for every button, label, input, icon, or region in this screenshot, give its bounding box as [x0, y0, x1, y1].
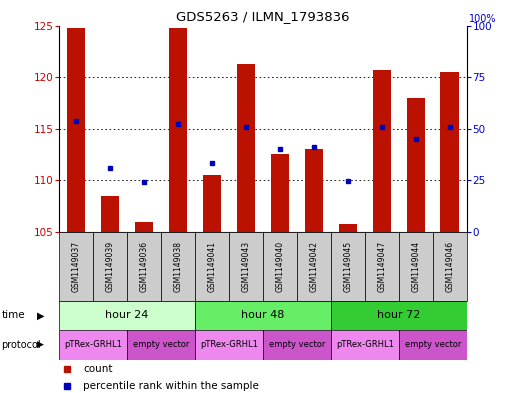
Text: pTRex-GRHL1: pTRex-GRHL1: [336, 340, 394, 349]
Bar: [331, 330, 399, 360]
Bar: [127, 330, 195, 360]
Text: GSM1149036: GSM1149036: [140, 241, 148, 292]
Text: hour 72: hour 72: [377, 310, 421, 320]
Text: protocol: protocol: [2, 340, 41, 350]
Text: hour 24: hour 24: [105, 310, 149, 320]
Text: time: time: [2, 310, 25, 320]
Text: empty vector: empty vector: [405, 340, 461, 349]
Text: empty vector: empty vector: [133, 340, 189, 349]
Text: GSM1149038: GSM1149038: [173, 241, 183, 292]
Bar: [297, 232, 331, 301]
Bar: [195, 301, 331, 330]
Text: GSM1149040: GSM1149040: [275, 241, 284, 292]
Bar: [270, 154, 289, 232]
Text: pTRex-GRHL1: pTRex-GRHL1: [64, 340, 122, 349]
Text: count: count: [84, 364, 113, 374]
Bar: [67, 28, 85, 232]
Bar: [433, 232, 467, 301]
Bar: [399, 330, 467, 360]
Text: ▶: ▶: [37, 310, 45, 320]
Text: GSM1149041: GSM1149041: [207, 241, 216, 292]
Bar: [229, 232, 263, 301]
Bar: [399, 232, 433, 301]
Text: 100%: 100%: [469, 14, 497, 24]
Text: GSM1149047: GSM1149047: [378, 241, 386, 292]
Text: GSM1149045: GSM1149045: [343, 241, 352, 292]
Bar: [263, 330, 331, 360]
Bar: [59, 301, 195, 330]
Bar: [195, 232, 229, 301]
Bar: [305, 149, 323, 232]
Text: hour 48: hour 48: [241, 310, 285, 320]
Bar: [441, 72, 459, 232]
Text: pTRex-GRHL1: pTRex-GRHL1: [200, 340, 258, 349]
Bar: [169, 28, 187, 232]
Text: percentile rank within the sample: percentile rank within the sample: [84, 381, 260, 391]
Text: GSM1149044: GSM1149044: [411, 241, 420, 292]
Bar: [263, 232, 297, 301]
Bar: [127, 232, 161, 301]
Text: GSM1149042: GSM1149042: [309, 241, 319, 292]
Text: GSM1149043: GSM1149043: [242, 241, 250, 292]
Bar: [372, 70, 391, 232]
Bar: [236, 64, 255, 232]
Title: GDS5263 / ILMN_1793836: GDS5263 / ILMN_1793836: [176, 10, 350, 23]
Text: GSM1149046: GSM1149046: [445, 241, 455, 292]
Bar: [203, 175, 221, 232]
Bar: [339, 224, 357, 232]
Bar: [93, 232, 127, 301]
Bar: [195, 330, 263, 360]
Text: GSM1149037: GSM1149037: [71, 241, 81, 292]
Bar: [161, 232, 195, 301]
Text: ▶: ▶: [37, 340, 44, 349]
Bar: [101, 196, 120, 232]
Bar: [331, 301, 467, 330]
Bar: [59, 232, 93, 301]
Bar: [331, 232, 365, 301]
Bar: [59, 330, 127, 360]
Bar: [406, 98, 425, 232]
Bar: [134, 222, 153, 232]
Text: GSM1149039: GSM1149039: [106, 241, 114, 292]
Bar: [365, 232, 399, 301]
Text: empty vector: empty vector: [269, 340, 325, 349]
